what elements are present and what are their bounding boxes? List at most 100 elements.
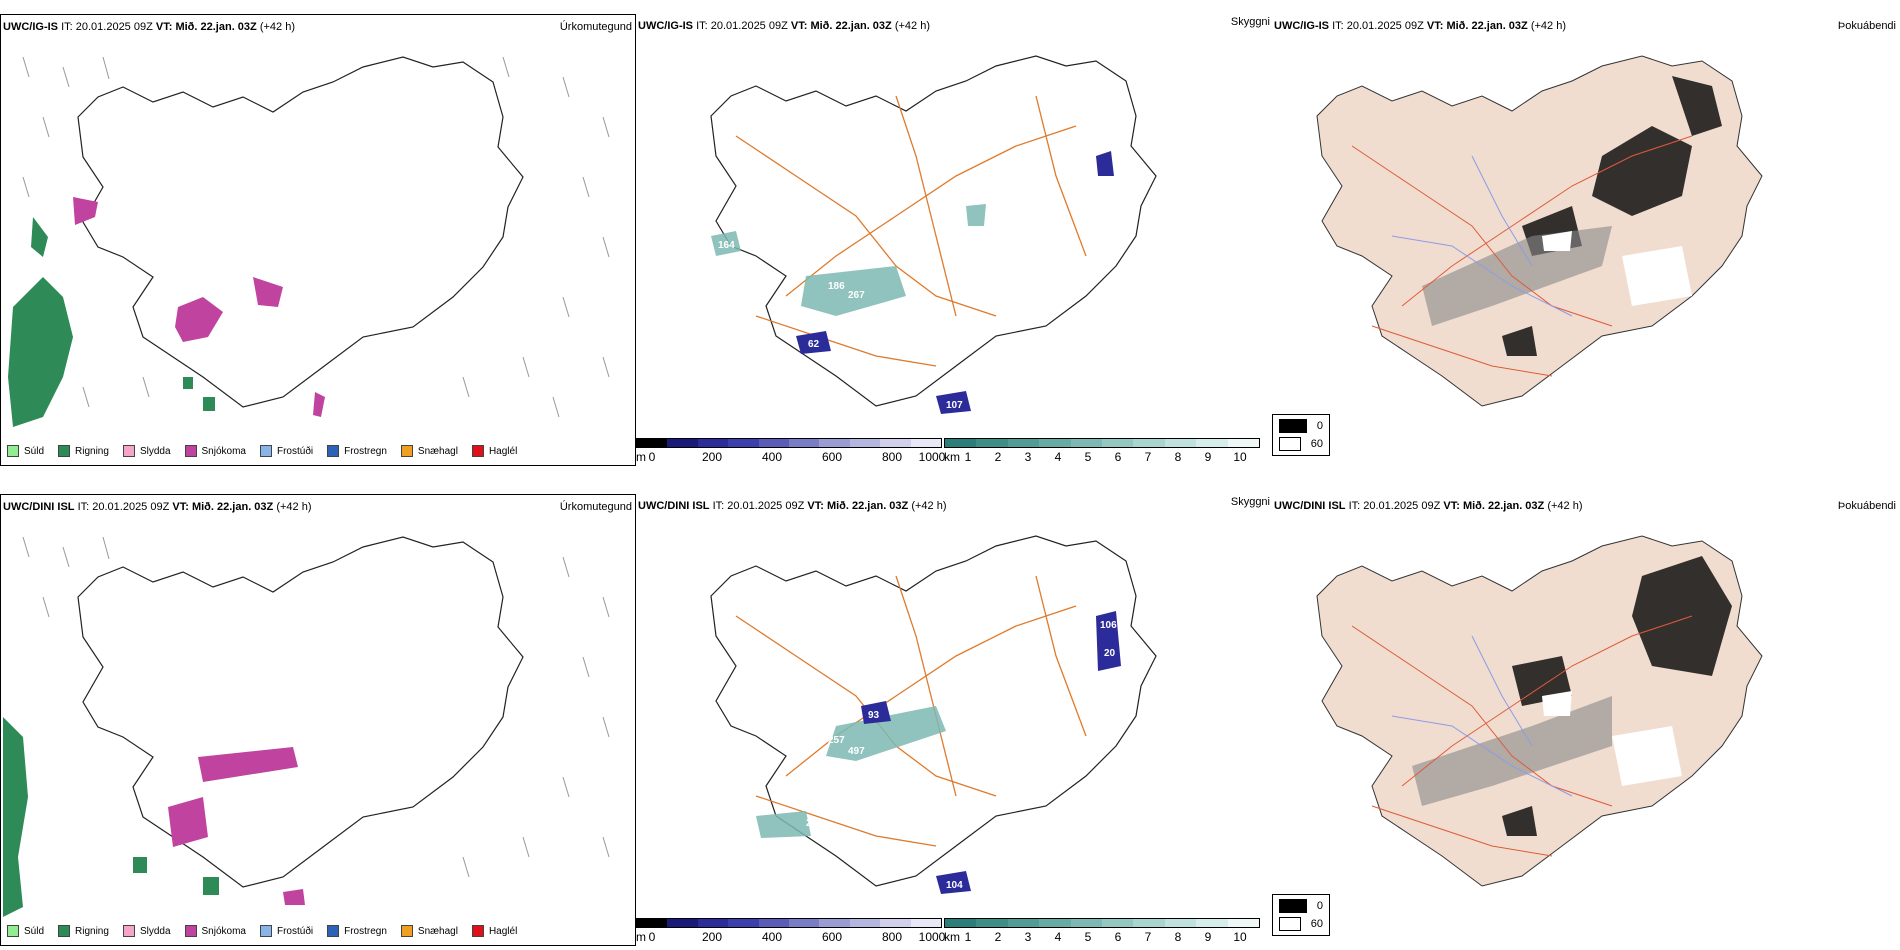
precip-type-map	[3, 536, 610, 917]
panel-header: UWC/IG-IS IT: 20.01.2025 09Z VT: Mið. 22…	[638, 20, 930, 32]
cloudbase-tick: 200	[701, 450, 723, 464]
visibility-tick: 4	[1054, 930, 1062, 944]
visibility-tick: 10	[1233, 930, 1247, 944]
cloudbase-tick: 400	[761, 450, 783, 464]
visibility-colorbar: km 1 2 3 4 5 6 7 8 9 10	[944, 438, 1268, 466]
cloudbase-bar	[636, 918, 942, 928]
panel-header: UWC/IG-IS IT: 20.01.2025 09Z VT: Mið. 22…	[3, 21, 295, 33]
cloudbase-unit: m	[636, 450, 646, 464]
precip-type-map	[8, 56, 610, 427]
visibility-tick: 9	[1204, 450, 1212, 464]
visibility-value: 106	[1100, 620, 1117, 631]
visibility-value: 62	[808, 339, 820, 350]
visibility-tick: 3	[1024, 930, 1032, 944]
visibility-value: 164	[718, 240, 735, 251]
cloudbase-tick: 1000	[918, 450, 946, 464]
cloudbase-bar	[636, 438, 942, 448]
visibility-unit: km	[944, 930, 960, 944]
cloudbase-tick: 0	[648, 930, 656, 944]
visibility-tick: 8	[1174, 930, 1182, 944]
visibility-panel-bottom: UWC/DINI ISL IT: 20.01.2025 09Z VT: Mið.…	[636, 494, 1272, 946]
cloudbase-tick: 800	[881, 450, 903, 464]
visibility-value: 20	[1104, 648, 1116, 659]
panel-title: Þokuábendi	[1837, 500, 1896, 512]
precip-type-panel-top: UWC/IG-IS IT: 20.01.2025 09Z VT: Mið. 22…	[0, 14, 636, 466]
fog-map	[1316, 535, 1763, 887]
legend-item: Rigning	[58, 925, 109, 937]
visibility-tick: 5	[1084, 930, 1092, 944]
visibility-tick: 7	[1144, 930, 1152, 944]
visibility-value: 286	[806, 818, 823, 829]
visibility-value: 104	[946, 880, 963, 891]
visibility-map: 164 186 267 62 107	[710, 55, 1157, 414]
fog-panel-bottom: UWC/DINI ISL IT: 20.01.2025 09Z VT: Mið.…	[1272, 494, 1900, 946]
visibility-tick: 1	[964, 930, 972, 944]
visibility-value: 497	[848, 746, 865, 757]
visibility-value: 107	[946, 400, 963, 411]
legend-item: Frostregn	[327, 925, 387, 937]
visibility-tick: 6	[1114, 450, 1122, 464]
fog-legend-item: 0	[1279, 899, 1323, 913]
visibility-value: 93	[868, 710, 880, 721]
visibility-map: 106 20 93 257 497 64 286 104	[710, 535, 1157, 894]
cloudbase-colorbar: m 0 200 400 600 800 1000	[636, 918, 956, 946]
visibility-tick: 2	[994, 930, 1002, 944]
fog-legend-item: 0	[1279, 419, 1323, 433]
visibility-value: 64	[818, 806, 830, 817]
legend-item: Snæhagl	[400, 445, 458, 457]
cloudbase-tick: 800	[881, 930, 903, 944]
panel-title: Þokuábendi	[1837, 20, 1896, 32]
panel-title: Skyggni	[1230, 496, 1270, 508]
fog-legend-item: 60	[1279, 917, 1323, 931]
panel-header: UWC/DINI ISL IT: 20.01.2025 09Z VT: Mið.…	[638, 500, 947, 512]
precip-type-panel-bottom: UWC/DINI ISL IT: 20.01.2025 09Z VT: Mið.…	[0, 494, 636, 946]
legend-item: Haglél	[471, 925, 517, 937]
visibility-tick: 10	[1233, 450, 1247, 464]
fog-legend: 0 60	[1272, 894, 1330, 936]
fog-legend: 0 60	[1272, 414, 1330, 456]
panel-title: Úrkomutegund	[559, 21, 632, 33]
visibility-tick: 6	[1114, 930, 1122, 944]
fog-map	[1316, 55, 1763, 407]
cloudbase-tick: 1000	[918, 930, 946, 944]
cloudbase-tick: 400	[761, 930, 783, 944]
panel-header: UWC/DINI ISL IT: 20.01.2025 09Z VT: Mið.…	[1274, 500, 1583, 512]
legend-item: Slydda	[122, 445, 171, 457]
visibility-panel-top: UWC/IG-IS IT: 20.01.2025 09Z VT: Mið. 22…	[636, 14, 1272, 466]
panel-title: Úrkomutegund	[559, 501, 632, 513]
cloudbase-unit: m	[636, 930, 646, 944]
legend-item: Rigning	[58, 445, 109, 457]
visibility-tick: 7	[1144, 450, 1152, 464]
legend-item: Frostregn	[327, 445, 387, 457]
visibility-tick: 9	[1204, 930, 1212, 944]
visibility-unit: km	[944, 450, 960, 464]
legend-item: Frostúði	[259, 925, 313, 937]
legend-item: Slydda	[122, 925, 171, 937]
panel-header: UWC/DINI ISL IT: 20.01.2025 09Z VT: Mið.…	[3, 501, 312, 513]
visibility-tick: 4	[1054, 450, 1062, 464]
legend-item: Súld	[7, 445, 44, 457]
legend-item: Snæhagl	[400, 925, 458, 937]
visibility-tick: 3	[1024, 450, 1032, 464]
legend-item: Frostúði	[259, 445, 313, 457]
panel-title: Skyggni	[1230, 16, 1270, 28]
legend-item: Snjókoma	[184, 925, 246, 937]
visibility-bar	[944, 438, 1260, 448]
precip-legend: Súld Rigning Slydda Snjókoma Frostúði Fr…	[7, 443, 517, 459]
fog-legend-item: 60	[1279, 437, 1323, 451]
visibility-bar	[944, 918, 1260, 928]
visibility-tick: 2	[994, 450, 1002, 464]
cloudbase-tick: 200	[701, 930, 723, 944]
visibility-value: 257	[828, 735, 845, 746]
fog-panel-top: UWC/IG-IS IT: 20.01.2025 09Z VT: Mið. 22…	[1272, 14, 1900, 466]
cloudbase-colorbar: m 0 200 400 600 800 1000	[636, 438, 956, 466]
visibility-tick: 8	[1174, 450, 1182, 464]
legend-item: Súld	[7, 925, 44, 937]
legend-item: Haglél	[471, 445, 517, 457]
panel-header: UWC/IG-IS IT: 20.01.2025 09Z VT: Mið. 22…	[1274, 20, 1566, 32]
precip-legend: Súld Rigning Slydda Snjókoma Frostúði Fr…	[7, 923, 517, 939]
visibility-value: 186	[828, 281, 845, 292]
legend-item: Snjókoma	[184, 445, 246, 457]
visibility-value: 267	[848, 290, 865, 301]
cloudbase-tick: 600	[821, 450, 843, 464]
